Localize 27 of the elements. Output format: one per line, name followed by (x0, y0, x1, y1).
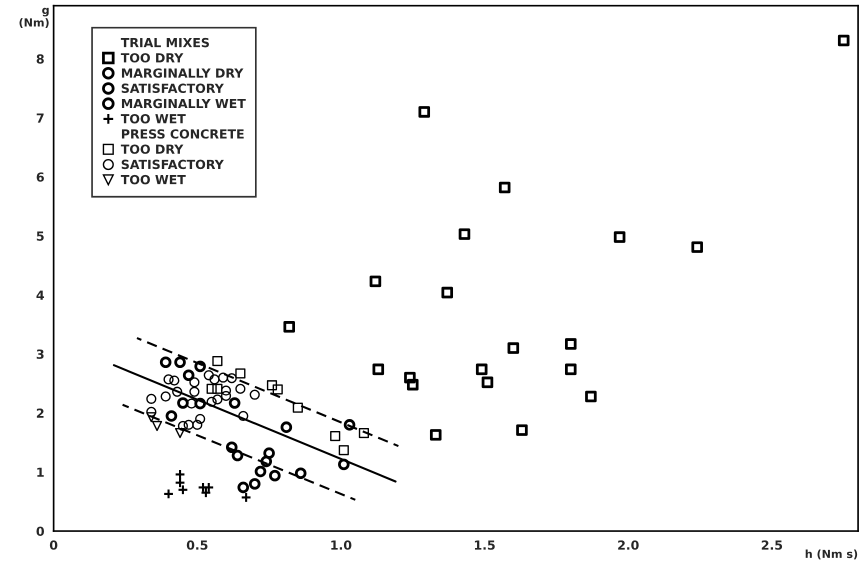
y-tick-label: 4 (36, 290, 44, 300)
annotation: PRESS CONCRETE (122, 129, 244, 139)
legend-label: MARGINALLY WET (122, 98, 246, 108)
x-tick-label: 2.5 (762, 540, 782, 550)
legend-label: TOO DRY (120, 144, 184, 154)
x-tick-label: 2.0 (618, 540, 639, 550)
legend-label: MARGINALLY DRY (122, 68, 244, 78)
x-tick-label: 0.5 (186, 540, 208, 550)
legend-label: SATISFACTORY (122, 160, 224, 170)
x-tick-label: 0 (50, 540, 58, 550)
annotation: TRIAL MIXES (120, 38, 209, 48)
y-tick-label: 2 (36, 408, 44, 418)
x-tick-label: 1.0 (331, 540, 352, 550)
y-tick-label: 6 (36, 172, 44, 182)
y-tick-label: 8 (36, 54, 44, 64)
x-tick-label: 1.5 (474, 540, 495, 550)
y-axis-title: g (Nm) (20, 8, 49, 28)
y-tick-label: 0 (36, 526, 44, 536)
y-tick-label: 3 (36, 349, 44, 359)
legend-label: SATISFACTORY (122, 84, 224, 94)
legend-label: TOO WET (120, 114, 186, 124)
legend-label: TOO DRY (120, 53, 184, 63)
y-tick-label: 1 (37, 468, 44, 477)
legend-label: TOO WET (120, 174, 186, 184)
x-axis-title: h (Nm s) (806, 549, 858, 560)
y-tick-label: 7 (36, 113, 44, 123)
y-tick-label: 5 (36, 232, 44, 241)
